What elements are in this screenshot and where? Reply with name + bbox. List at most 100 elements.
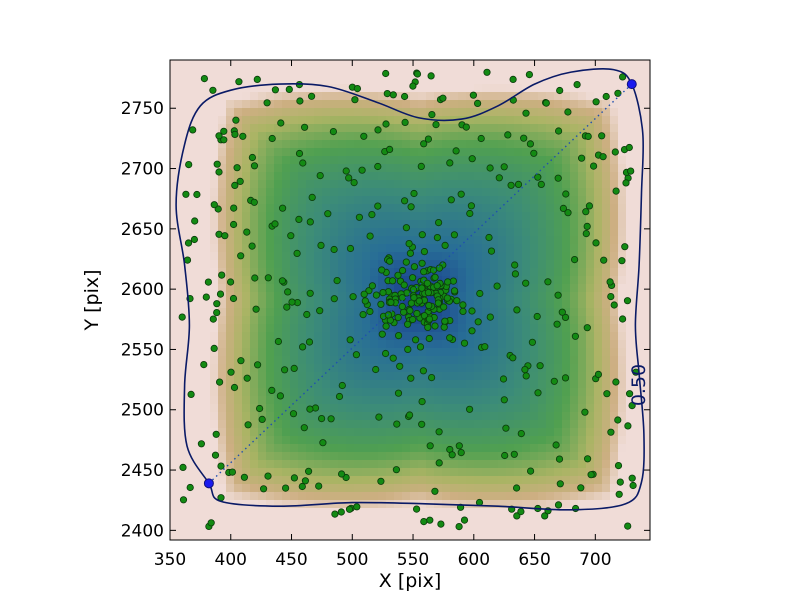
density-cell [546, 452, 555, 461]
data-point [197, 440, 205, 448]
density-cell [330, 516, 339, 525]
density-cell [210, 276, 219, 285]
density-cell [546, 228, 555, 237]
density-cell [322, 220, 331, 229]
density-cell [362, 372, 371, 381]
x-tick-label: 700 [579, 550, 611, 570]
density-cell [442, 348, 451, 357]
density-cell [298, 372, 307, 381]
data-point [409, 315, 417, 324]
density-cell [290, 284, 299, 293]
density-cell [170, 292, 179, 301]
density-cell [322, 108, 331, 117]
density-cell [426, 68, 435, 77]
density-cell [218, 468, 227, 477]
data-point [501, 451, 509, 460]
density-cell [482, 140, 491, 149]
density-cell [474, 260, 483, 269]
density-cell [586, 116, 595, 125]
density-cell [418, 444, 427, 453]
density-cell [410, 508, 419, 517]
density-cell [562, 84, 571, 93]
density-cell [618, 228, 627, 237]
data-point [418, 284, 426, 292]
density-cell [394, 76, 403, 85]
density-cell [186, 308, 195, 317]
density-cell [258, 316, 267, 325]
data-point [231, 181, 239, 189]
data-point [306, 218, 314, 226]
density-cell [602, 292, 611, 301]
density-cell [290, 228, 299, 237]
density-cell [450, 324, 459, 333]
density-cell [346, 492, 355, 501]
density-cell [530, 308, 539, 317]
density-cell [578, 372, 587, 381]
density-cell [618, 452, 627, 461]
density-cell [602, 484, 611, 493]
density-cell [274, 100, 283, 109]
density-cell [490, 100, 499, 109]
density-cell [442, 220, 451, 229]
density-cell [298, 164, 307, 173]
data-point [392, 466, 400, 474]
density-cell [402, 500, 411, 509]
density-cell [362, 116, 371, 125]
density-cell [170, 100, 179, 109]
density-cell [226, 332, 235, 341]
density-cell [226, 116, 235, 125]
density-cell [522, 396, 531, 405]
density-cell [634, 308, 643, 317]
density-cell [434, 260, 443, 269]
data-point [178, 313, 186, 321]
density-cell [394, 188, 403, 197]
density-cell [178, 156, 187, 165]
density-cell [466, 236, 475, 245]
density-cell [610, 348, 619, 357]
density-cell [314, 412, 323, 421]
density-cell [546, 460, 555, 469]
density-cell [258, 172, 267, 181]
density-cell [458, 164, 467, 173]
density-cell [458, 412, 467, 421]
density-cell [170, 236, 179, 245]
density-cell [226, 316, 235, 325]
density-cell [354, 316, 363, 325]
density-cell [586, 340, 595, 349]
density-cell [202, 156, 211, 165]
density-cell [274, 412, 283, 421]
density-cell [250, 268, 259, 277]
density-cell [602, 468, 611, 477]
density-cell [170, 396, 179, 405]
density-cell [530, 324, 539, 333]
density-cell [402, 404, 411, 413]
density-cell [474, 76, 483, 85]
density-cell [322, 228, 331, 237]
density-cell [506, 236, 515, 245]
density-cell [250, 460, 259, 469]
density-cell [386, 484, 395, 493]
density-cell [418, 188, 427, 197]
density-cell [266, 492, 275, 501]
density-cell [514, 492, 523, 501]
density-cell [618, 196, 627, 205]
density-cell [530, 460, 539, 469]
density-cell [410, 100, 419, 109]
density-cell [642, 204, 650, 213]
density-cell [562, 268, 571, 277]
density-cell [570, 388, 579, 397]
density-cell [378, 508, 387, 517]
density-cell [186, 60, 195, 69]
density-cell [634, 212, 643, 221]
density-cell [386, 340, 395, 349]
density-cell [602, 396, 611, 405]
density-cell [586, 164, 595, 173]
density-cell [266, 316, 275, 325]
data-point [544, 278, 552, 286]
density-cell [394, 452, 403, 461]
density-cell [450, 308, 459, 317]
density-cell [618, 508, 627, 517]
density-cell [338, 444, 347, 453]
density-cell [562, 180, 571, 189]
